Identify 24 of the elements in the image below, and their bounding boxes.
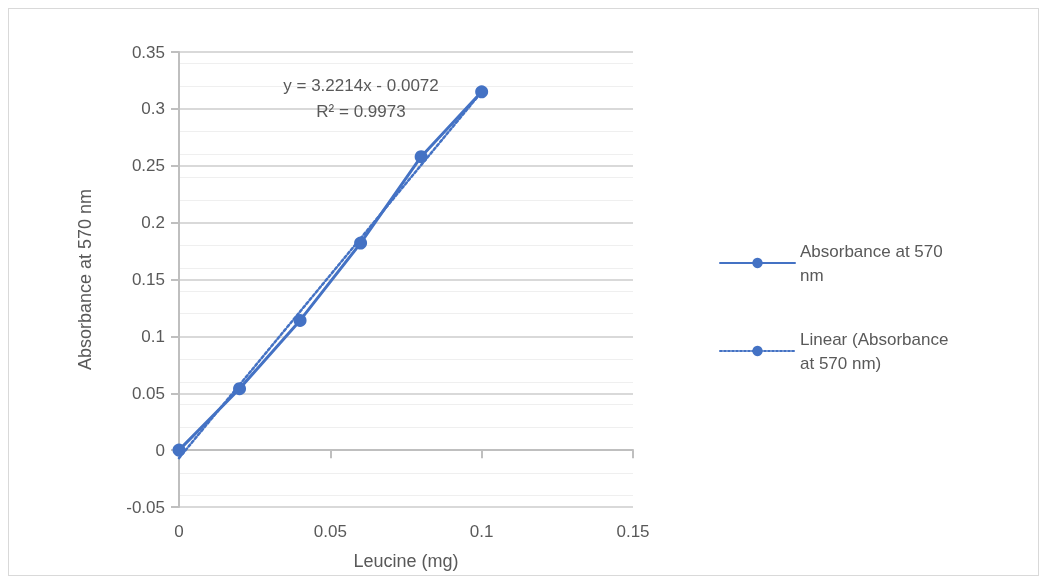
y-tick-label: 0.2 <box>141 213 165 233</box>
y-axis-title: Absorbance at 570 nm <box>75 188 95 371</box>
point <box>354 236 368 250</box>
x-tick-label: 0.15 <box>616 522 650 541</box>
y-tick-label: -0.05 <box>126 497 165 517</box>
x-tick-label: 0 <box>174 522 184 541</box>
y-tick-label: 0 <box>155 440 165 460</box>
point <box>233 382 247 396</box>
y-tick-label: 0.1 <box>141 326 165 346</box>
y-tick-label: 0.15 <box>131 270 165 289</box>
legend-label: Linear (Absorbance at 570 nm) <box>800 329 954 373</box>
point <box>293 313 307 327</box>
y-tick-label: 0.05 <box>131 383 165 403</box>
x-tick-label: 0.05 <box>313 522 347 541</box>
annotation: R² = 0.9973 <box>316 102 406 121</box>
point <box>414 150 428 164</box>
x-tick-label: 0.1 <box>469 522 494 541</box>
legend-label: Absorbance at 570 nm <box>800 241 948 285</box>
y-tick-label: 0.25 <box>131 156 165 176</box>
y-tick-label: 0.3 <box>141 99 165 119</box>
annotation: y = 3.2214x - 0.0072 <box>283 76 439 95</box>
y-tick-label: 0.35 <box>131 42 165 62</box>
point <box>475 85 489 99</box>
x-axis-title: Leucine (mg) <box>353 551 459 571</box>
